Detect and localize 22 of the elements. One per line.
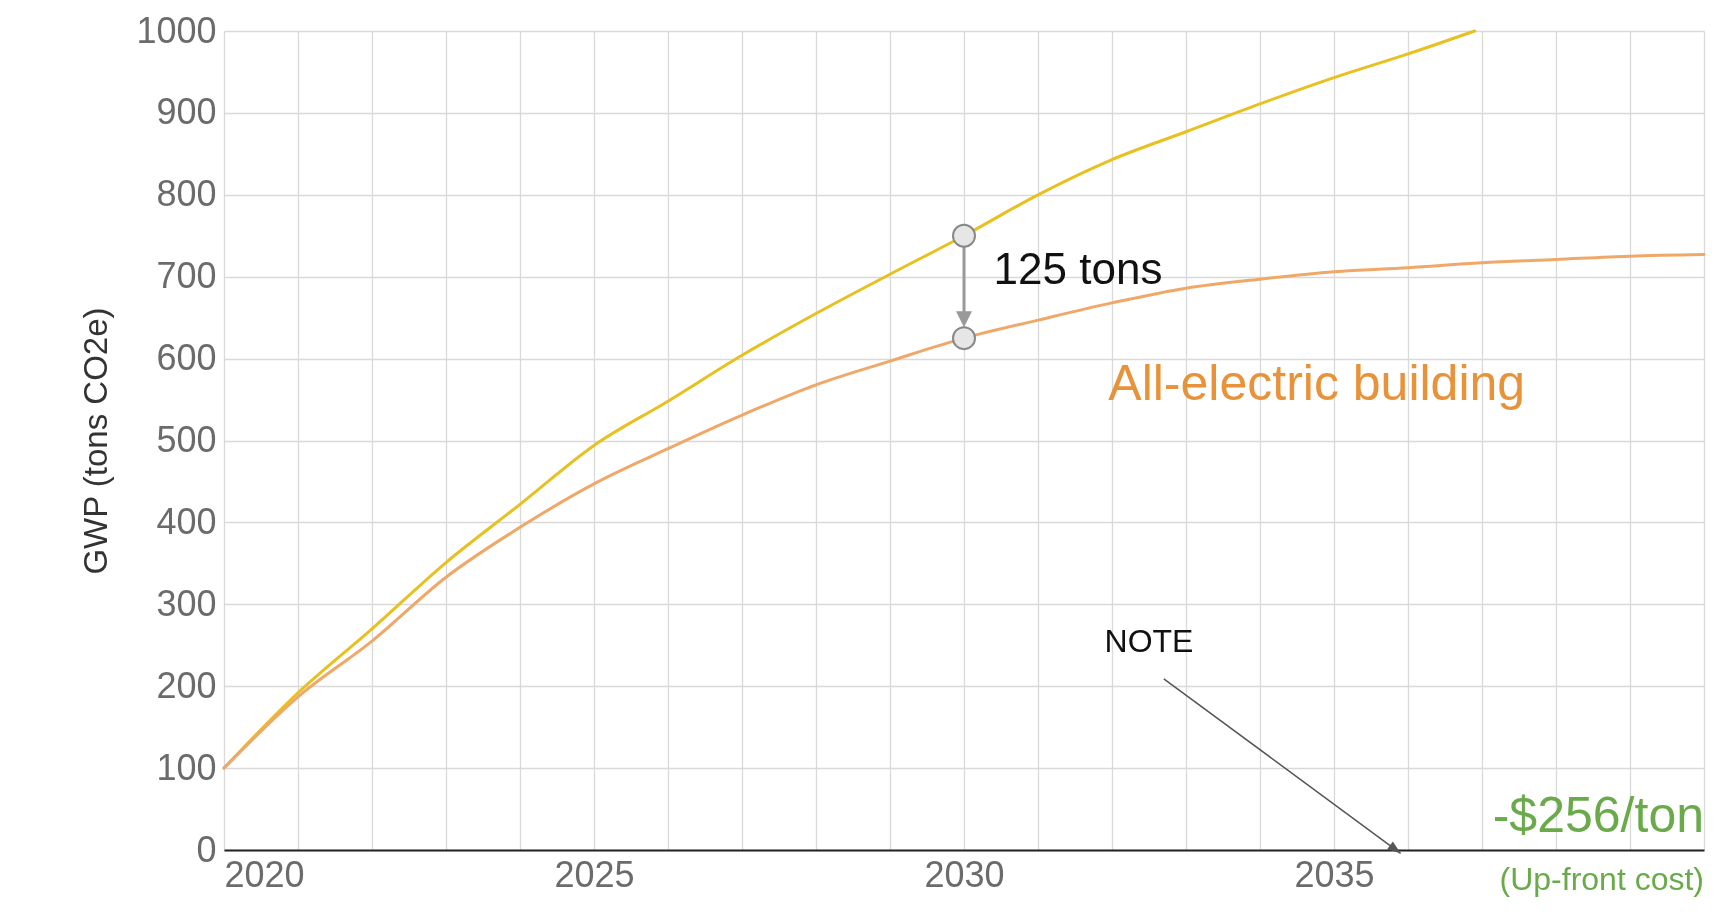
y-tick-label: 700 — [156, 255, 217, 297]
y-tick-label: 200 — [156, 664, 217, 706]
y-axis-title: GWP (tons CO2e) — [77, 307, 115, 575]
annotation: 125 tons — [993, 244, 1163, 294]
x-tick-label: 2035 — [1294, 853, 1375, 895]
y-tick-label: 600 — [156, 337, 217, 379]
y-tick-label: 400 — [156, 500, 217, 542]
text: (Up-front cost) — [1499, 861, 1704, 898]
x-tick-label: 2025 — [554, 853, 635, 895]
annotation: -$256/ton — [1492, 786, 1704, 843]
x-tick-label: 2020 — [224, 853, 305, 895]
y-tick-label: 100 — [156, 746, 217, 788]
y-tick-label: 800 — [156, 173, 217, 215]
y-tick-label: 300 — [156, 582, 217, 624]
x-tick-label: 2030 — [924, 853, 1005, 895]
y-tick-label: 900 — [156, 91, 217, 133]
series-label: All-electric building — [1108, 355, 1526, 412]
y-tick-label: 1000 — [136, 9, 217, 51]
y-tick-label: 500 — [156, 419, 217, 460]
annotation: NOTE — [1104, 622, 1194, 659]
line-series — [222, 253, 1706, 770]
y-tick-label: 0 — [196, 828, 217, 870]
